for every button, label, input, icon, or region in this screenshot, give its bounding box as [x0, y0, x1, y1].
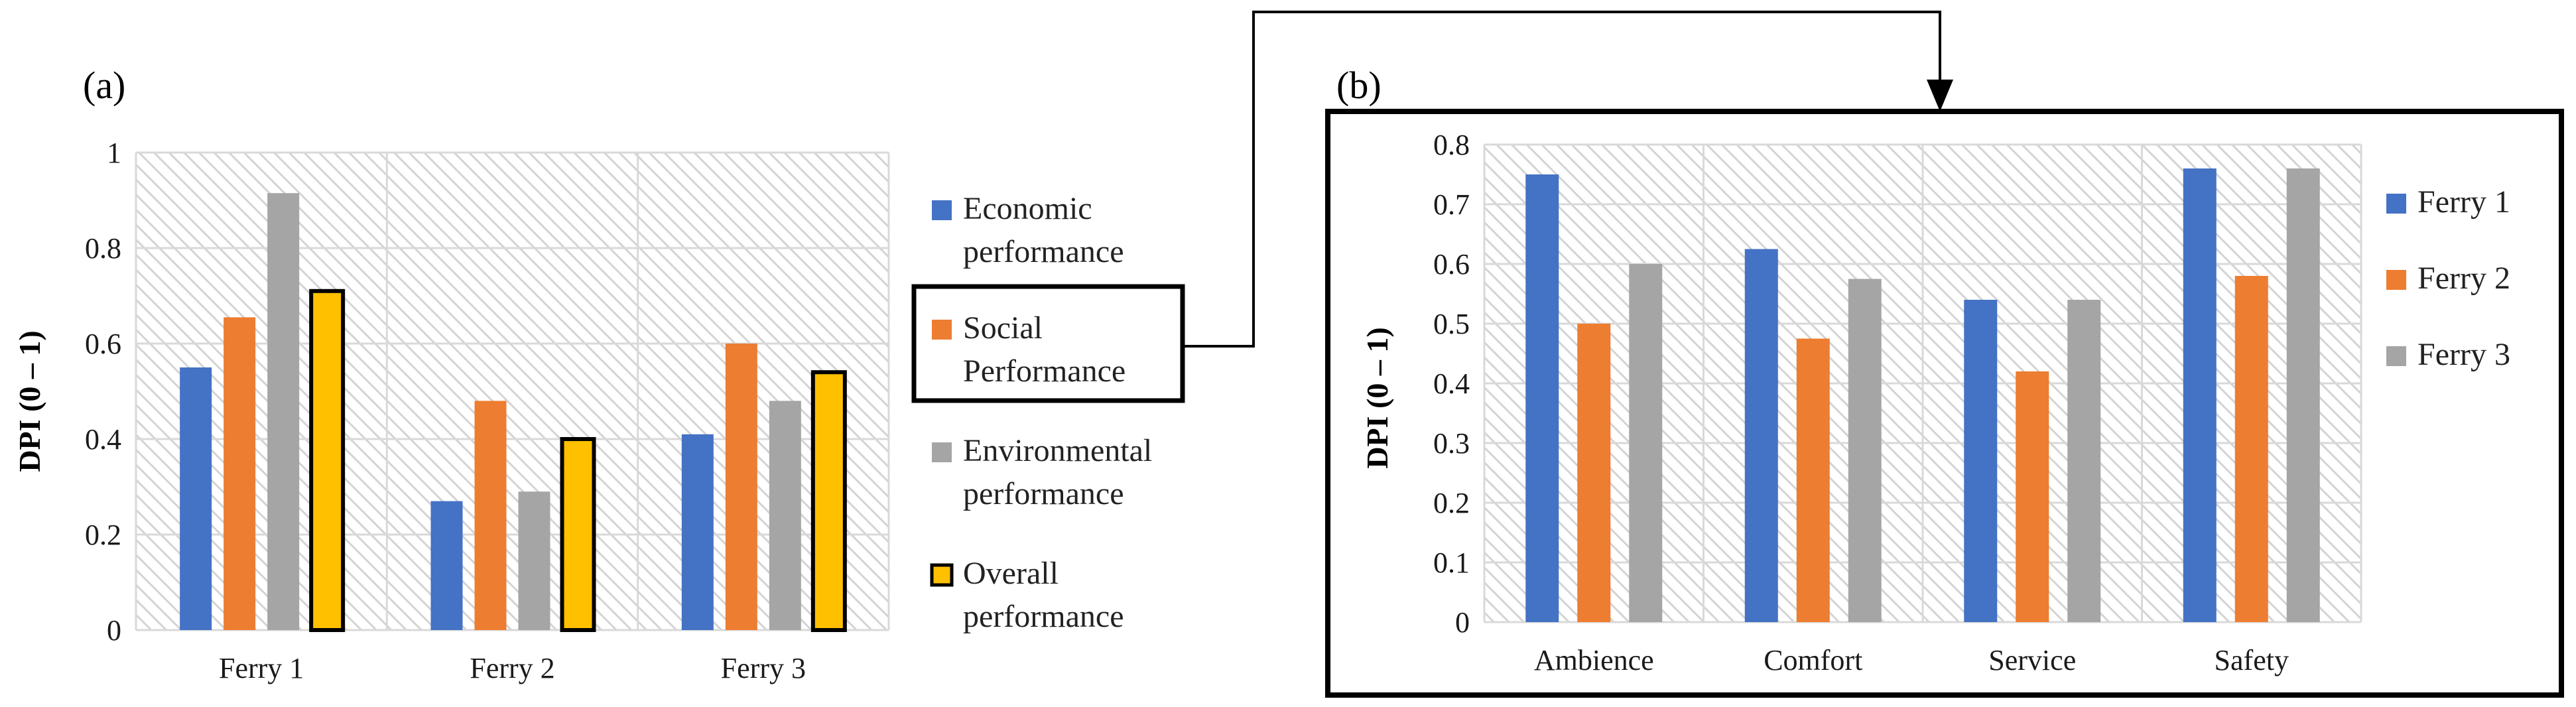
legend-label: performance	[963, 599, 1124, 634]
x-tick-label: Ferry 1	[219, 652, 304, 684]
legend-swatch	[932, 200, 952, 220]
bar	[474, 401, 507, 630]
plot-area	[136, 153, 889, 630]
y-tick-label: 0.4	[1433, 367, 1470, 400]
y-tick-label: 0.2	[1433, 487, 1470, 519]
bar	[1848, 279, 1882, 622]
bar	[725, 344, 757, 630]
bar	[810, 370, 847, 632]
legend-label: Ferry 1	[2417, 184, 2510, 220]
chart-b-frame	[1325, 109, 2564, 698]
bar	[2286, 168, 2320, 622]
y-tick-label: 0.7	[1433, 188, 1470, 221]
y-tick-label: 0.5	[1433, 308, 1470, 340]
y-tick-label: 0.1	[1433, 546, 1470, 579]
legend-label: Ferry 2	[2417, 261, 2510, 296]
chart-b: 0 0.1 0.2 0.3 0.4 0.5 0.6 0.7 0.8 Ambience Comfort…	[1360, 129, 2510, 676]
bar	[267, 193, 300, 630]
bar	[1577, 324, 1611, 622]
legend-swatch	[932, 442, 952, 462]
y-tick-label: 0.6	[1433, 248, 1470, 281]
bar	[1744, 249, 1778, 622]
bar	[2016, 371, 2049, 622]
legend-swatch	[2386, 194, 2406, 214]
x-tick-label: Ferry 2	[470, 652, 554, 684]
legend-label: Social	[963, 310, 1043, 346]
legend-swatch	[2386, 346, 2406, 366]
x-tick-label: Ferry 3	[721, 652, 806, 684]
bar	[1525, 174, 1559, 622]
bar	[681, 434, 714, 630]
y-tick-label: 0.8	[1433, 129, 1470, 161]
bar	[309, 289, 346, 632]
y-tick-label: 0.2	[85, 519, 121, 551]
x-tick-label: Ambience	[1534, 644, 1654, 676]
legend-highlight-box	[911, 284, 1185, 403]
legend-swatch	[932, 320, 952, 340]
bar	[2067, 300, 2101, 622]
panel-label-b: (b)	[1336, 64, 1382, 107]
y-tick-label: 1	[107, 137, 121, 169]
bar	[1629, 264, 1663, 622]
legend-label: Ferry 3	[2417, 337, 2510, 372]
chart-b-plot: 0 0.1 0.2 0.3 0.4 0.5 0.6 0.7 0.8 Ambience Comfort…	[1433, 129, 2362, 676]
x-tick-label: Service	[1988, 644, 2076, 676]
bar	[2183, 168, 2217, 622]
chart-b-legend: Ferry 1 Ferry 2 Ferry 3	[2386, 184, 2510, 372]
y-tick-label: 0.8	[85, 232, 121, 265]
connector-line	[1183, 11, 1941, 348]
x-tick-label: Safety	[2215, 644, 2289, 676]
y-tick-label: 0.3	[1433, 427, 1470, 460]
bar	[560, 437, 596, 632]
y-tick-label: 0	[1455, 606, 1470, 639]
bar	[430, 501, 463, 630]
y-tick-label: 0.6	[85, 328, 121, 360]
chart-a-ylabel: DPI (0 – 1)	[13, 330, 46, 472]
panel-label-a: (a)	[83, 64, 125, 107]
legend-label: Performance	[963, 354, 1126, 389]
bar	[1796, 338, 1830, 622]
bar	[1964, 300, 1998, 622]
connector-arrowhead	[1927, 80, 1953, 111]
legend-label: performance	[963, 476, 1124, 511]
legend-label: Overall	[963, 556, 1059, 591]
bar	[224, 317, 256, 630]
legend-label: Environmental	[963, 433, 1152, 468]
legend-label: Economic	[963, 191, 1092, 226]
chart-b-ylabel: DPI (0 – 1)	[1360, 327, 1394, 468]
bar	[2234, 276, 2268, 622]
y-tick-label: 0.4	[85, 423, 121, 456]
chart-a-plot: 0 0.2 0.4 0.6 0.8 1 Ferry 1 Ferry 2 Ferry 3	[85, 137, 890, 684]
x-tick-label: Comfort	[1764, 644, 1862, 676]
bar	[769, 401, 801, 630]
bar	[180, 367, 212, 630]
chart-a-legend: Economic performance Social Performance Envi…	[911, 191, 1185, 634]
legend-swatch	[2386, 270, 2406, 290]
y-tick-label: 0	[107, 614, 121, 647]
legend-swatch	[930, 563, 954, 587]
bar	[518, 491, 550, 630]
legend-label: performance	[963, 234, 1124, 269]
